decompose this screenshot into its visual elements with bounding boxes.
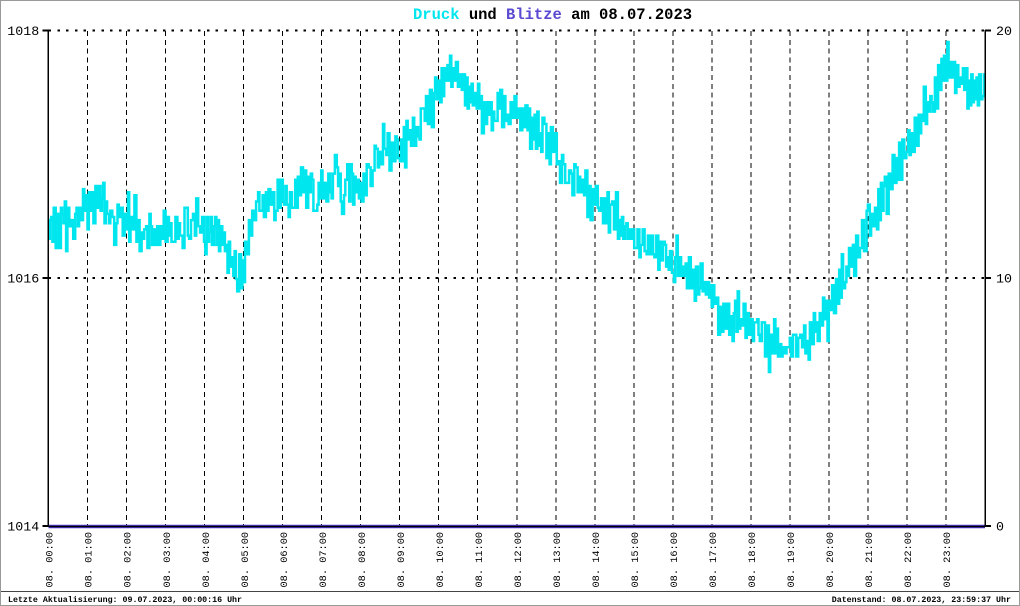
svg-text:08. 07:00: 08. 07:00 [318,532,330,588]
svg-text:10: 10 [996,272,1012,287]
svg-text:Letzte Aktualisierung: 09.07.2: Letzte Aktualisierung: 09.07.2023, 00:00… [8,595,242,605]
svg-text:08. 13:00: 08. 13:00 [552,532,564,588]
svg-text:08. 21:00: 08. 21:00 [864,532,876,588]
svg-text:08. 00:00: 08. 00:00 [45,532,57,588]
svg-text:0: 0 [996,520,1004,535]
svg-text:08. 23:00: 08. 23:00 [942,532,954,588]
svg-text:1016: 1016 [7,272,39,287]
svg-text:08. 09:00: 08. 09:00 [396,532,408,588]
svg-text:08. 16:00: 08. 16:00 [669,532,681,588]
svg-text:08. 08:00: 08. 08:00 [357,532,369,588]
svg-text:08. 20:00: 08. 20:00 [825,532,837,588]
svg-text:1018: 1018 [7,24,39,39]
svg-text:1014: 1014 [7,520,39,535]
svg-text:08. 14:00: 08. 14:00 [591,532,603,588]
svg-text:08. 18:00: 08. 18:00 [747,532,759,588]
svg-text:Druck und Blitze am 08.07.2023: Druck und Blitze am 08.07.2023 [413,6,692,24]
svg-text:08. 10:00: 08. 10:00 [435,532,447,588]
svg-text:08. 01:00: 08. 01:00 [84,532,96,588]
svg-text:08. 22:00: 08. 22:00 [903,532,915,588]
svg-text:08. 02:00: 08. 02:00 [123,532,135,588]
svg-text:08. 03:00: 08. 03:00 [162,532,174,588]
svg-text:08. 04:00: 08. 04:00 [201,532,213,588]
svg-text:08. 17:00: 08. 17:00 [708,532,720,588]
svg-text:08. 15:00: 08. 15:00 [630,532,642,588]
svg-text:08. 06:00: 08. 06:00 [279,532,291,588]
svg-text:08. 12:00: 08. 12:00 [513,532,525,588]
svg-text:20: 20 [996,24,1012,39]
svg-text:Datenstand: 08.07.2023, 23:59:: Datenstand: 08.07.2023, 23:59:37 Uhr [832,595,1011,605]
svg-text:08. 11:00: 08. 11:00 [474,532,486,588]
svg-text:08. 19:00: 08. 19:00 [786,532,798,588]
svg-text:08. 05:00: 08. 05:00 [240,532,252,588]
